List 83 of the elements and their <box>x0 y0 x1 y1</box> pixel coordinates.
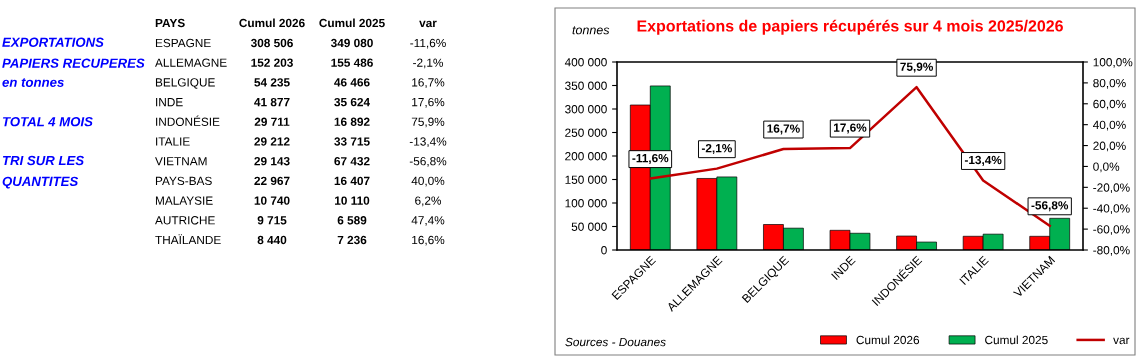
text: PAYS <box>155 18 185 28</box>
data-label: 6 589 <box>337 216 367 225</box>
data-label: -2,1% <box>413 58 443 69</box>
y-axis-title: tonnes <box>572 26 610 35</box>
data-label: 22 967 <box>254 176 290 186</box>
y2-tick-label: 80,0% <box>1093 78 1126 89</box>
data-label: 16,7% <box>412 78 445 88</box>
y2-tick-label: 60,0% <box>1093 99 1126 110</box>
category-label: AUTRICHE <box>155 216 215 225</box>
data-label: 152 203 <box>251 58 293 67</box>
data-label: -13,4% <box>964 155 1002 166</box>
data-label: 29 143 <box>254 157 290 166</box>
y2-tick-label: 0,0% <box>1093 162 1120 173</box>
category-label: MALAYSIE <box>155 196 213 205</box>
category-label: ALLEMAGNE <box>155 58 227 67</box>
data-label: 47,4% <box>411 216 445 226</box>
category-label: PAYS-BAS <box>155 176 212 186</box>
y-tick-label: 400 000 <box>564 58 607 67</box>
category-label: INDE <box>156 98 183 107</box>
data-label: 155 486 <box>331 58 373 67</box>
category-label: ESPAGNE <box>155 38 211 48</box>
y2-tick-label: 20,0% <box>1093 141 1126 152</box>
text: TRI SUR LES QUANTITES <box>2 155 84 189</box>
y2-tick-label: 100,0% <box>1093 58 1133 68</box>
legend-label: Cumul 2026 <box>239 18 305 28</box>
data-label: 8 440 <box>257 235 287 245</box>
category-label: BELGIQUE <box>155 78 215 89</box>
data-label: -11,6% <box>410 38 446 49</box>
legend-label: var <box>1113 337 1130 345</box>
category-label: ITALIE <box>156 137 190 146</box>
legend-label: Cumul 2026 <box>856 335 920 345</box>
y-tick-label: 200 000 <box>565 152 607 161</box>
y-tick-label: 150 000 <box>565 175 607 184</box>
y-tick-label: 350 000 <box>565 81 607 90</box>
legend-label: Cumul 2025 <box>319 18 385 28</box>
data-label: 54 235 <box>254 78 290 87</box>
y-tick-label: 0 <box>601 246 607 255</box>
data-label: 29 212 <box>254 137 290 146</box>
data-label: 35 624 <box>334 97 370 107</box>
y-tick-label: 100 000 <box>565 199 607 208</box>
y-tick-label: 300 000 <box>565 105 607 114</box>
y-tick-label: 50 000 <box>571 222 607 231</box>
text: en tonnes <box>2 78 64 87</box>
data-label: 67 432 <box>334 157 370 166</box>
data-label: 41 877 <box>254 97 290 107</box>
source-note: Sources - Douanes <box>565 337 666 347</box>
data-label: 33 715 <box>334 137 370 146</box>
data-label: 10 110 <box>335 196 370 205</box>
legend-label: var <box>419 20 437 28</box>
data-label: 16 892 <box>334 117 370 126</box>
legend-label: Cumul 2025 <box>985 335 1048 345</box>
data-label: 308 506 <box>250 38 293 48</box>
data-label: -2,1% <box>701 144 732 155</box>
data-label: 75,9% <box>900 62 933 73</box>
category-label: INDONÉSIE <box>156 115 220 126</box>
data-label: 9 715 <box>257 216 287 225</box>
y2-tick-label: -60,0% <box>1093 225 1130 235</box>
y2-tick-label: -40,0% <box>1093 204 1130 215</box>
data-label: 6,2% <box>415 196 442 207</box>
data-label: 10 740 <box>254 196 290 205</box>
data-label: 75,9% <box>411 117 445 128</box>
data-label: 17,6% <box>834 123 867 134</box>
y-tick-label: 250 000 <box>565 128 607 137</box>
data-label: -11,6% <box>632 153 669 164</box>
data-label: 7 236 <box>337 235 367 245</box>
data-label: 29 711 <box>254 117 290 126</box>
data-label: 40,0% <box>411 176 445 187</box>
category-label: VIETNAM <box>155 157 207 166</box>
category-label: THAÏLANDE <box>155 234 221 245</box>
data-label: -13,4% <box>409 137 447 148</box>
data-label: 16,6% <box>412 235 445 246</box>
data-label: 16 407 <box>334 176 370 186</box>
data-label: -56,8% <box>409 157 447 167</box>
y2-tick-label: 40,0% <box>1092 120 1126 131</box>
data-label: 17,6% <box>412 97 445 108</box>
chart-title: Exportations de papiers récupérés sur 4 mois 2025/2026 <box>637 19 1063 35</box>
data-label: 46 466 <box>334 78 370 87</box>
y2-tick-label: -20,0% <box>1093 183 1130 194</box>
data-label: 349 080 <box>330 38 373 48</box>
text: TOTAL 4 MOIS <box>2 117 93 127</box>
data-label: 16,7% <box>767 124 800 135</box>
data-label: -56,8% <box>1031 201 1069 212</box>
y2-tick-label: -80,0% <box>1093 246 1130 256</box>
